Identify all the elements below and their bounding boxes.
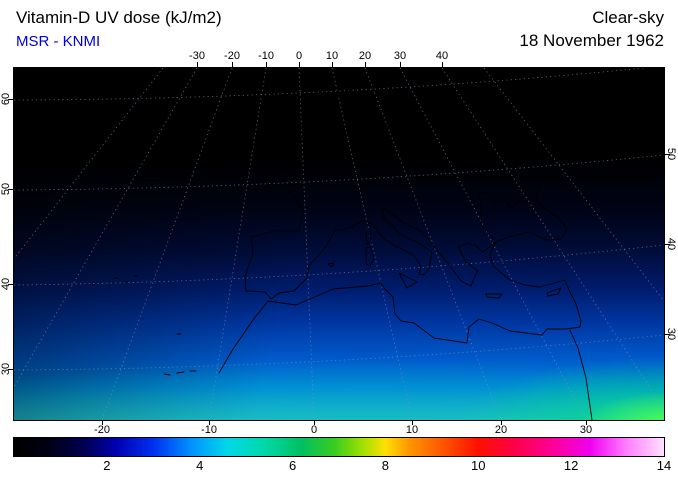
colorbar-tick-label: 14 bbox=[656, 458, 672, 473]
coastline-sardinia bbox=[365, 246, 375, 267]
coastline-red-sea bbox=[569, 329, 593, 420]
coastline-sicily bbox=[398, 272, 418, 289]
chart-source: MSR - KNMI bbox=[16, 33, 101, 50]
x-axis-top-tick-label: 10 bbox=[325, 50, 339, 62]
colorbar bbox=[13, 437, 665, 457]
coastline-ireland bbox=[259, 127, 283, 162]
colorbar-tick-label: 8 bbox=[381, 458, 390, 473]
x-axis-bottom-tick-mark bbox=[501, 421, 502, 425]
coastline-cyprus bbox=[546, 287, 562, 297]
colorbar-tick-label: 12 bbox=[563, 458, 579, 473]
x-axis-top-tick-label: -30 bbox=[189, 50, 205, 62]
x-axis-top-tick-mark bbox=[400, 62, 401, 67]
y-axis-left-tick-mark bbox=[8, 369, 13, 370]
x-axis-top-tick-label: -20 bbox=[224, 50, 240, 62]
coastline-britain bbox=[277, 95, 317, 173]
x-axis-top-tick-mark bbox=[332, 62, 333, 67]
x-axis-bottom-tick-label: 0 bbox=[310, 424, 318, 436]
y-axis-right-tick-mark bbox=[665, 334, 670, 335]
y-axis-left-tick-mark bbox=[8, 189, 13, 190]
colorbar-tick-label: 10 bbox=[471, 458, 486, 473]
coastline-mallorca bbox=[327, 262, 335, 268]
y-axis-left-tick-mark bbox=[8, 284, 13, 285]
x-axis-bottom-tick-label: 10 bbox=[405, 424, 419, 436]
x-axis-top-tick-label: 40 bbox=[435, 50, 449, 62]
x-axis-top-tick-mark bbox=[442, 62, 443, 67]
coastline-corsica bbox=[365, 230, 372, 246]
coastline-north-europe bbox=[319, 76, 418, 164]
x-axis-bottom-tick-label: -10 bbox=[201, 424, 217, 436]
x-axis-top-tick-mark bbox=[266, 62, 267, 67]
x-axis-top-tick-label: 20 bbox=[358, 50, 372, 62]
colorbar-tick-label: 6 bbox=[288, 458, 297, 473]
coastline-black-sea bbox=[478, 183, 568, 243]
x-axis-top-tick-mark bbox=[232, 62, 233, 67]
y-axis-right-tick-mark bbox=[665, 244, 670, 245]
y-axis-left-tick-mark bbox=[8, 99, 13, 100]
x-axis-top-tick-mark bbox=[299, 62, 300, 67]
coastline-continental bbox=[218, 162, 582, 374]
x-axis-top-tick-label: 0 bbox=[295, 50, 303, 62]
x-axis-bottom-tick-mark bbox=[314, 421, 315, 425]
colorbar-tick-label: 2 bbox=[103, 458, 111, 473]
chart-date: 18 November 1962 bbox=[519, 31, 664, 50]
x-axis-bottom-tick-mark bbox=[209, 421, 210, 425]
x-axis-bottom-tick-label: 30 bbox=[579, 424, 593, 436]
x-axis-bottom-tick-mark bbox=[102, 421, 103, 425]
chart-title: Vitamin-D UV dose (kJ/m2) bbox=[16, 8, 222, 27]
x-axis-top-tick-label: 30 bbox=[393, 50, 407, 62]
x-axis-bottom-tick-label: 20 bbox=[494, 424, 508, 436]
map-overlay bbox=[14, 68, 664, 420]
x-axis-bottom-tick-mark bbox=[586, 421, 587, 425]
colorbar-tick-label: 4 bbox=[196, 458, 204, 473]
graticule bbox=[14, 68, 664, 420]
coastline-atlantic-islands bbox=[113, 275, 197, 376]
sky-condition-label: Clear-sky bbox=[592, 8, 664, 27]
y-axis-right-tick-mark bbox=[665, 154, 670, 155]
coastline-crete bbox=[485, 293, 503, 299]
x-axis-bottom-tick-mark bbox=[412, 421, 413, 425]
x-axis-top-tick-label: -10 bbox=[258, 50, 274, 62]
coastlines bbox=[113, 68, 593, 420]
x-axis-top-tick-mark bbox=[197, 62, 198, 67]
x-axis-bottom-tick-label: -20 bbox=[94, 424, 110, 436]
coastline-scandinavia bbox=[325, 68, 379, 121]
x-axis-top-tick-mark bbox=[365, 62, 366, 67]
map-panel bbox=[13, 67, 665, 421]
